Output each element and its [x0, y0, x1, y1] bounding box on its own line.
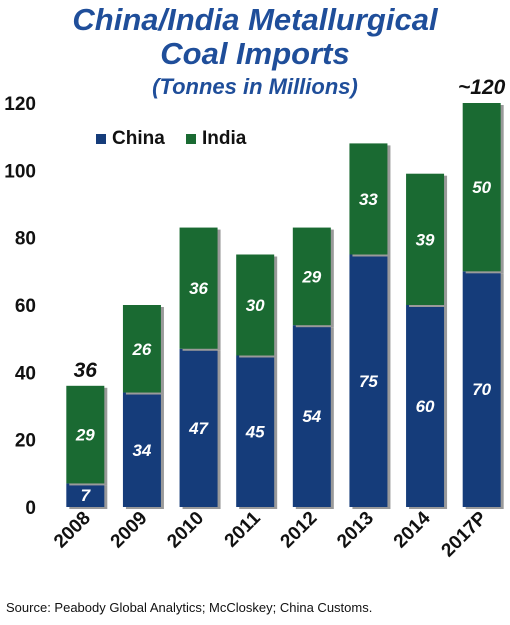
data-label-india: 29: [75, 426, 95, 445]
chart-subtitle: (Tonnes in Millions): [152, 74, 358, 99]
data-label-china: 45: [245, 422, 265, 441]
data-label-india: 30: [246, 296, 265, 315]
y-tick-label: 100: [4, 161, 36, 182]
data-label-india: 26: [131, 340, 151, 359]
legend-china-swatch: [96, 134, 106, 144]
legend-india-swatch: [186, 134, 196, 144]
bar-india: [406, 173, 445, 305]
x-tick-label: 2013: [333, 508, 378, 553]
chart-title-line1: China/India Metallurgical: [72, 2, 438, 37]
bar-china: [292, 325, 331, 507]
data-label-china: 47: [188, 419, 209, 438]
data-label-india: 36: [189, 279, 208, 298]
source-note: Source: Peabody Global Analytics; McClos…: [6, 600, 373, 615]
x-tick-label: 2010: [163, 508, 208, 553]
x-tick-label: 2011: [221, 507, 265, 551]
legend-india-label: India: [202, 128, 247, 149]
bar-india: [179, 227, 218, 349]
total-label: ~120: [458, 76, 506, 99]
y-tick-label: 80: [15, 229, 36, 250]
y-tick-label: 0: [25, 498, 36, 519]
data-label-china: 70: [472, 380, 491, 399]
bar-china: [349, 254, 388, 507]
data-label-india: 39: [416, 230, 435, 249]
bar-india: [122, 305, 161, 393]
y-tick-label: 40: [15, 363, 36, 384]
bar-china: [66, 483, 105, 507]
data-label-india: 29: [301, 267, 321, 286]
x-tick-label: 2008: [50, 508, 95, 553]
bar-china: [406, 305, 445, 507]
data-label-china: 34: [132, 441, 151, 460]
bar-china: [236, 355, 275, 507]
data-label-china: 60: [416, 397, 435, 416]
chart-title-line2: Coal Imports: [160, 36, 350, 71]
legend-china: China: [96, 128, 165, 150]
legend-india: India: [186, 128, 246, 150]
x-tick-label: 2014: [390, 507, 435, 552]
total-label: 36: [74, 359, 98, 382]
bar-india: [349, 143, 388, 255]
y-tick-label: 120: [4, 94, 36, 115]
y-tick-label: 20: [15, 431, 36, 452]
bar-china: [462, 271, 501, 507]
data-label-china: 75: [359, 372, 378, 391]
data-label-india: 33: [359, 190, 378, 209]
data-label-china: 54: [302, 407, 321, 426]
bar-india: [292, 227, 331, 326]
data-label-china: 7: [81, 486, 92, 505]
y-tick-label: 60: [15, 296, 36, 317]
legend-china-label: China: [112, 128, 165, 149]
bar-india: [66, 385, 105, 484]
bar-china: [179, 348, 218, 507]
x-tick-label: 2012: [277, 508, 322, 553]
bar-india: [236, 254, 275, 356]
x-tick-label: 2017P: [438, 507, 492, 561]
data-label-india: 50: [472, 178, 491, 197]
bar-china: [122, 392, 161, 507]
bar-india: [462, 103, 501, 272]
x-tick-label: 2009: [107, 508, 152, 553]
